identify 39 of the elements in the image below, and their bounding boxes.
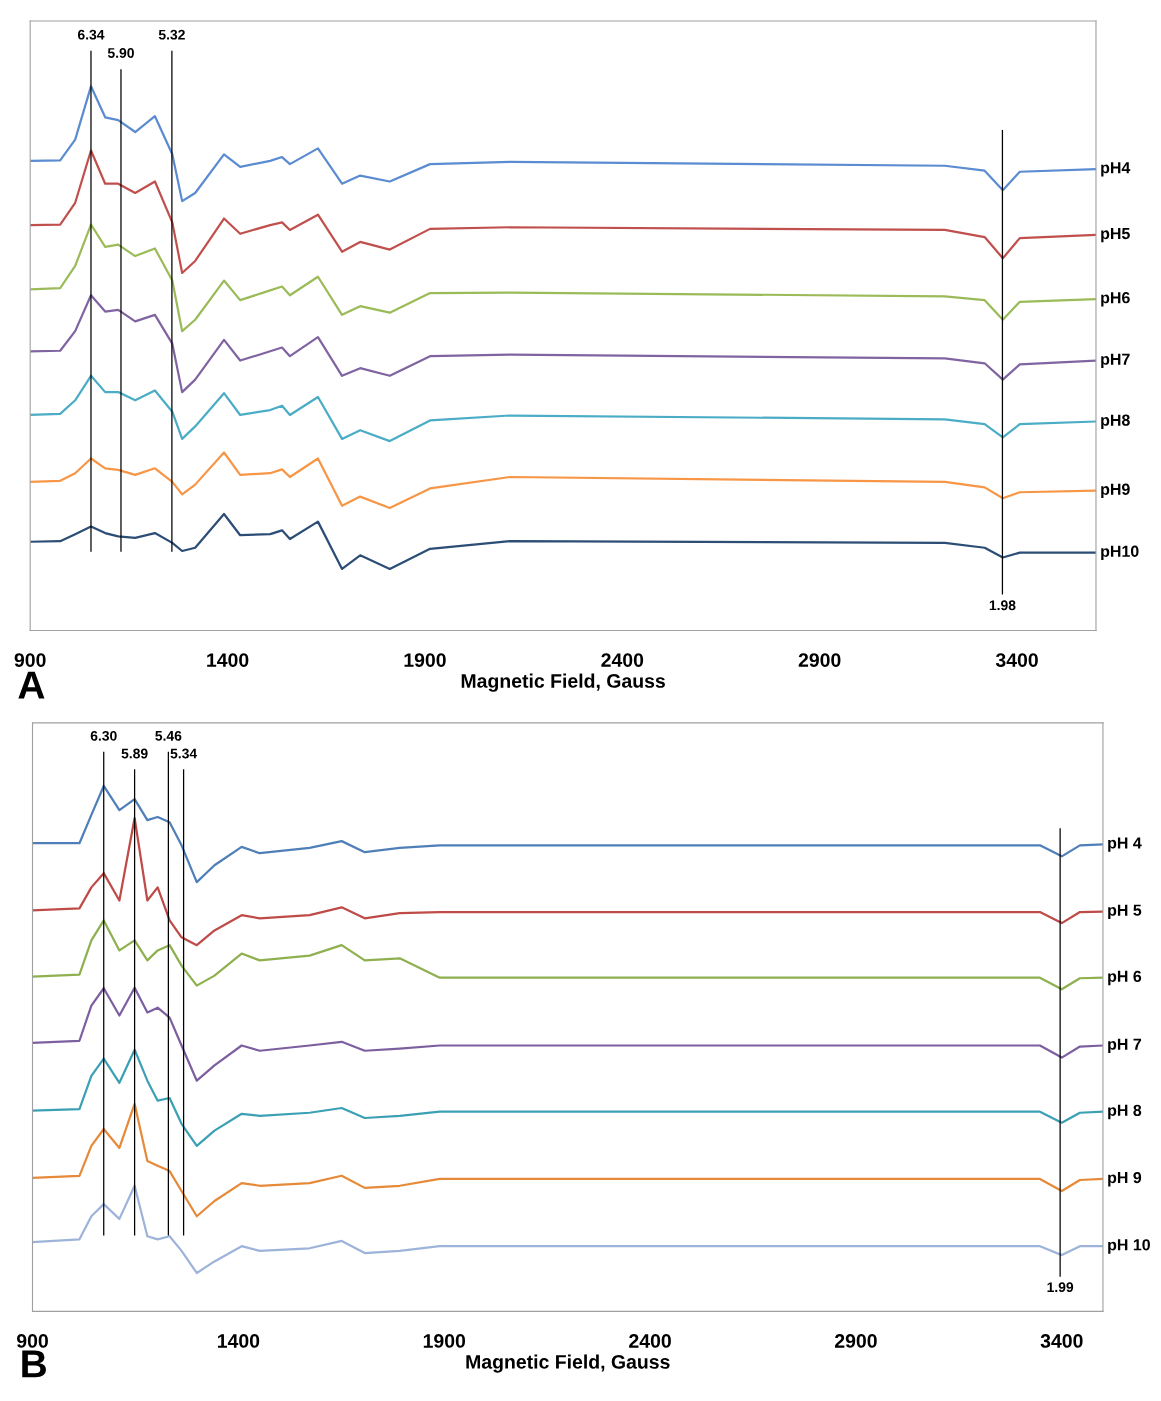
text: 5.34 <box>170 748 198 759</box>
x-axis-title: Magnetic Field, Gauss <box>466 1354 670 1373</box>
series-label: pH 5 <box>1108 904 1142 919</box>
series-label: pH 7 <box>1108 1038 1142 1053</box>
series-label: pH 8 <box>1108 1104 1142 1120</box>
x-tick-label: 2900 <box>834 1334 877 1348</box>
series-label: pH8 <box>1101 414 1130 429</box>
series-label: pH9 <box>1101 483 1130 499</box>
text: A <box>18 671 45 699</box>
x-tick-label: 1900 <box>404 653 446 667</box>
text: 6.30 <box>90 730 117 741</box>
x-axis-title: Magnetic Field, Gauss <box>461 673 665 692</box>
series-label: pH 4 <box>1108 837 1142 852</box>
annotation: 1.98 <box>989 600 1016 611</box>
text: 6.34 <box>77 29 105 40</box>
series-label: pH4 <box>1101 162 1131 177</box>
x-tick-label: 1400 <box>217 1334 260 1348</box>
x-tick-label: 1400 <box>207 653 249 667</box>
series-label: pH 9 <box>1108 1171 1142 1187</box>
series-label: pH5 <box>1101 228 1130 243</box>
x-tick-label: 3400 <box>995 653 1038 667</box>
series-label: pH 6 <box>1108 970 1142 986</box>
text: 5.89 <box>121 748 148 759</box>
x-tick-label: 2400 <box>601 653 644 667</box>
series-label: pH 10 <box>1108 1239 1150 1254</box>
series-label: pH10 <box>1101 545 1139 561</box>
x-tick-label: 2900 <box>798 653 841 667</box>
text: 5.46 <box>155 730 182 741</box>
x-tick-label: 1900 <box>423 1334 466 1348</box>
x-tick-label: 3400 <box>1040 1334 1083 1348</box>
text: B <box>22 1350 46 1378</box>
x-tick-label: 2400 <box>629 1334 671 1348</box>
series-label: pH6 <box>1101 292 1130 307</box>
x-tick-label: 900 <box>16 1334 48 1348</box>
text: 5.32 <box>158 29 185 40</box>
x-tick-label: 900 <box>14 653 46 667</box>
series-label: pH7 <box>1101 353 1130 368</box>
annotation: 1.99 <box>1047 1282 1074 1293</box>
text: 5.90 <box>107 48 134 58</box>
